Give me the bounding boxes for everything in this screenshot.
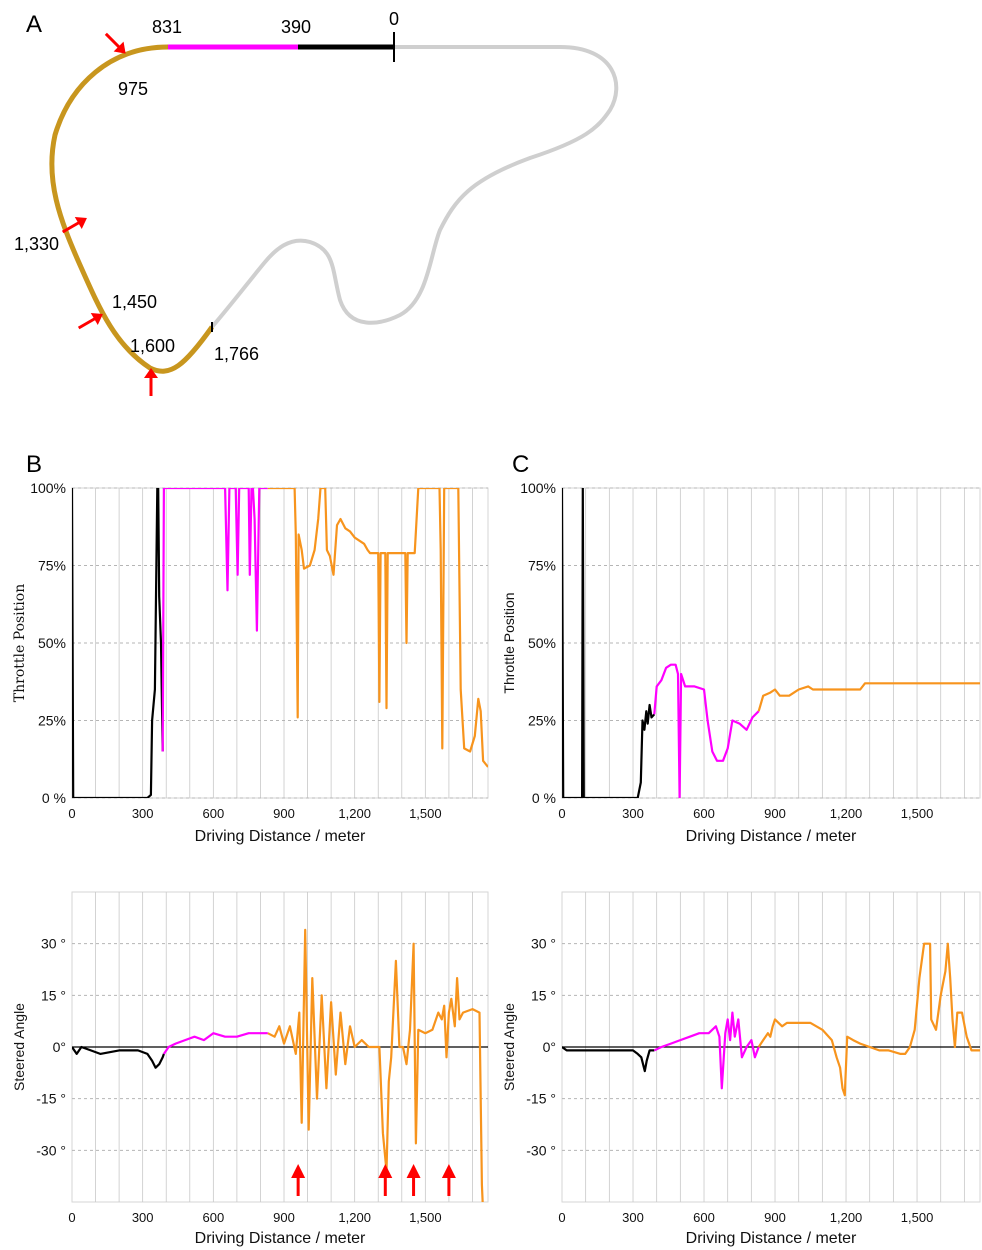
series-line-orange [757, 942, 980, 1097]
panel-letter-a: A [26, 11, 42, 38]
x-tick-label: 0 [558, 1210, 565, 1225]
arrow-icon [61, 216, 87, 234]
y-tick-label: 15 ° [531, 987, 556, 1003]
track-label-1600: 1,600 [130, 336, 175, 356]
track-label-975: 975 [118, 79, 148, 99]
track-label-1766: 1,766 [214, 344, 259, 364]
y-tick-label: 100% [30, 480, 66, 496]
track-label-1330: 1,330 [14, 234, 59, 254]
chart-b-steered-angle: 0 300 600 900 1,200 1,500 30 ° 15 ° 0° -15 ° -30 °… [11, 891, 489, 1247]
arrow-icon [144, 368, 158, 396]
x-tick-label: 900 [273, 806, 295, 821]
series-line-black [72, 1045, 165, 1069]
x-tick-label: 1,500 [901, 806, 934, 821]
x-tick-label: 300 [622, 806, 644, 821]
x-tick-label: 0 [558, 806, 565, 821]
track-label-390: 390 [281, 17, 311, 37]
series-group [72, 928, 484, 1202]
x-tick-label: 1,500 [901, 1210, 934, 1225]
y-tick-label: 100% [520, 480, 556, 496]
arrow-icon [104, 32, 126, 54]
series-line-orange [267, 488, 488, 768]
track-undriven-grey [210, 45, 619, 329]
x-tick-label: 1,200 [338, 1210, 371, 1225]
x-tick-label: 1,500 [409, 806, 442, 821]
panel-a: A 831 390 0 975 1,330 1,450 1,600 1,766 [14, 9, 619, 396]
x-tick-label: 1,200 [830, 1210, 863, 1225]
track-label-1450: 1,450 [112, 292, 157, 312]
y-tick-label: 30 ° [531, 936, 556, 952]
series-line-black [562, 1046, 655, 1073]
track-labels: 831 390 0 975 1,330 1,450 1,600 1,766 [14, 9, 399, 364]
x-axis-label: Driving Distance / meter [686, 828, 857, 845]
series-line-magenta [161, 488, 268, 752]
track-arrows [61, 32, 158, 396]
y-tick-label: 75% [528, 558, 556, 574]
x-tick-label: 900 [273, 1210, 295, 1225]
chart-c-throttle: 0 300 600 900 1,200 1,500 0 % 25% 50% 75% 100% Driv… [501, 480, 981, 845]
x-tick-label: 300 [132, 1210, 154, 1225]
panel-letter-c: C [512, 451, 529, 478]
y-axis-label: Steered Angle [11, 1003, 27, 1091]
panel-letter-b: B [26, 451, 42, 478]
x-tick-label: 600 [202, 1210, 224, 1225]
y-axis-label: Throttle Position [12, 584, 28, 702]
y-tick-label: 15 ° [41, 987, 66, 1003]
x-tick-label: 1,200 [830, 806, 863, 821]
arrow-icon [378, 1164, 393, 1196]
x-tick-label: 600 [693, 806, 715, 821]
track-label-831: 831 [152, 17, 182, 37]
x-tick-label: 0 [68, 1210, 75, 1225]
x-axis-label: Driving Distance / meter [195, 828, 366, 845]
y-tick-label: 0° [543, 1039, 556, 1055]
x-tick-label: 1,500 [409, 1210, 442, 1225]
y-tick-label: 75% [38, 558, 66, 574]
chart-b-throttle: 0 300 600 900 1,200 1,500 0 % 25% 50% 75% 100% Driv… [12, 480, 489, 845]
y-tick-label: -30 ° [36, 1142, 66, 1158]
x-tick-label: 900 [764, 806, 786, 821]
y-tick-label: -15 ° [526, 1091, 556, 1107]
series-group [562, 942, 980, 1097]
y-tick-label: -15 ° [36, 1091, 66, 1107]
series-line-black [72, 488, 164, 798]
series-group [72, 488, 488, 798]
y-tick-label: 25% [528, 713, 556, 729]
arrow-icon [291, 1164, 306, 1196]
series-line-orange [757, 682, 980, 712]
y-tick-label: 25% [38, 713, 66, 729]
series-line-magenta [162, 1032, 268, 1055]
x-tick-label: 300 [132, 806, 154, 821]
x-tick-label: 300 [622, 1210, 644, 1225]
y-axis-label: Steered Angle [501, 1003, 517, 1091]
x-tick-label: 900 [764, 1210, 786, 1225]
y-tick-label: 0° [53, 1039, 66, 1055]
y-tick-label: -30 ° [526, 1142, 556, 1158]
y-tick-label: 50% [38, 635, 66, 651]
series-group [562, 488, 980, 798]
y-tick-label: 50% [528, 635, 556, 651]
x-tick-label: 0 [68, 806, 75, 821]
y-axis-label: Throttle Position [501, 592, 517, 693]
y-tick-label: 0 % [532, 790, 556, 806]
x-tick-label: 1,200 [338, 806, 371, 821]
x-axis-label: Driving Distance / meter [195, 1230, 366, 1247]
y-tick-label: 30 ° [41, 936, 66, 952]
chart-c-steered-angle: 0 300 600 900 1,200 1,500 30 ° 15 ° 0° -15 ° -30 °… [501, 891, 981, 1247]
track-label-0: 0 [389, 9, 399, 29]
arrow-icon [441, 1164, 456, 1196]
x-axis-label: Driving Distance / meter [686, 1230, 857, 1247]
arrow-icon [77, 312, 103, 330]
series-line-magenta [653, 663, 760, 798]
series-line-orange [267, 928, 484, 1202]
y-tick-label: 0 % [42, 790, 66, 806]
series-line-black [562, 488, 656, 798]
series-line-magenta [653, 1011, 760, 1090]
arrow-icon [406, 1164, 421, 1196]
track-segment-831-1766 [49, 44, 215, 374]
x-tick-label: 600 [693, 1210, 715, 1225]
x-tick-label: 600 [202, 806, 224, 821]
